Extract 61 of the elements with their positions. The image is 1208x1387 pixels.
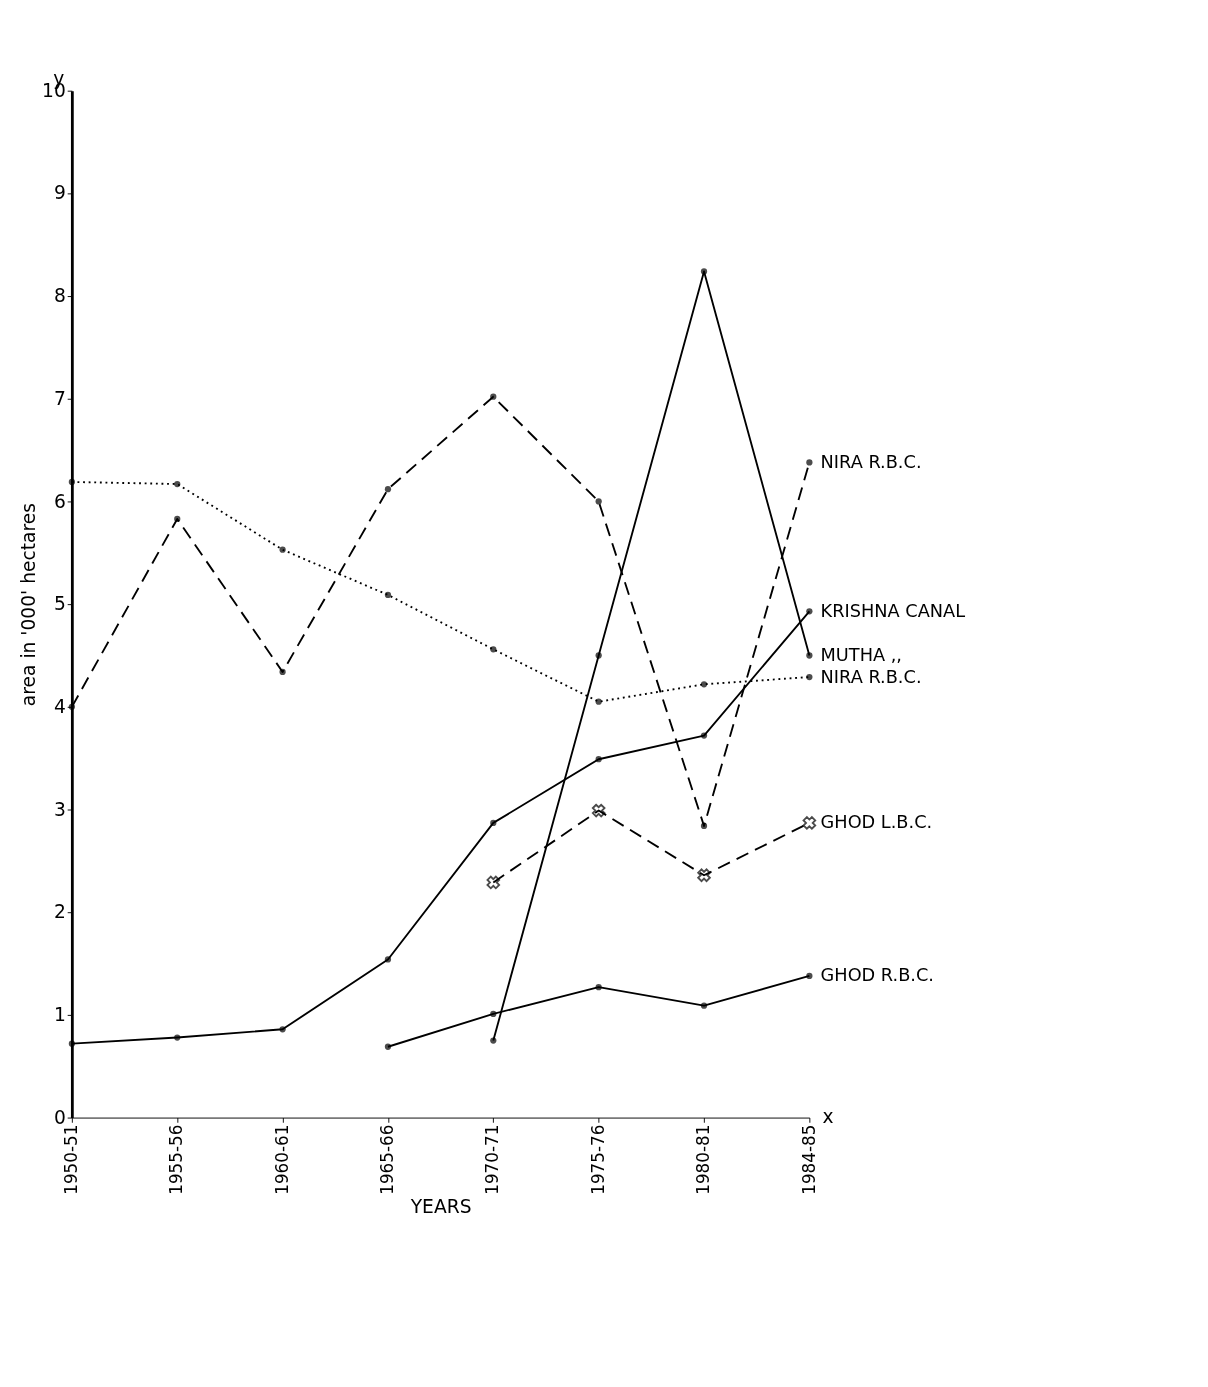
point [700,681,708,688]
point [595,984,602,991]
x-tick-label: 1984-85 [798,1124,819,1195]
point [595,652,602,659]
point [486,875,501,890]
point [700,822,708,830]
point [174,480,181,488]
x-tick-label: 1970-71 [482,1124,503,1195]
point [384,956,392,963]
point [490,393,497,400]
point [591,803,606,818]
y-tick-label: 6 [53,490,66,512]
point [806,673,813,681]
x-tick-label: 1975-76 [587,1124,608,1195]
point [490,1037,497,1044]
point [490,1010,497,1018]
x-tick-label: 1980-81 [693,1124,714,1195]
text: x [822,1106,834,1128]
point [279,546,286,553]
y-tick-label: 8 [53,285,66,307]
point [384,486,392,493]
series-label: KRISHNA CANAL [820,600,966,621]
point [806,972,813,980]
x-tick-label: 1955-56 [166,1124,187,1195]
point [802,816,817,830]
point [700,268,708,275]
series-label: MUTHA ,, [820,645,902,666]
point [279,668,286,676]
y-tick-label: 5 [53,593,66,615]
point [700,1002,708,1009]
y-tick-label: 9 [53,182,66,204]
y-tick-label: 4 [53,695,66,717]
point [595,498,602,505]
point [384,591,392,599]
point [806,652,813,659]
y-tick-label: 1 [53,1003,66,1025]
x-tick-label: 1965-66 [377,1124,398,1195]
point [279,1026,286,1033]
point [174,1034,181,1041]
series-label: NIRA R.B.C. [820,666,922,687]
point [384,1043,392,1050]
point [174,515,181,523]
y-tick-label: 3 [53,798,66,820]
series-label: GHOD R.B.C. [820,965,934,986]
x-tick-label: 1960-61 [271,1124,292,1195]
point [806,608,813,615]
point [68,1040,76,1047]
point [490,646,497,653]
x-axis-title: YEARS [409,1196,472,1218]
point [68,478,76,486]
series-label: GHOD L.B.C. [820,812,933,833]
point [806,459,813,466]
point [697,868,711,883]
y-tick-label: 7 [53,387,66,409]
point [595,756,602,763]
point [595,698,602,705]
point [700,732,708,739]
y-axis-title: area in '000' hectares [17,503,39,707]
y-tick-label: 2 [53,901,66,923]
point [490,819,497,827]
series-label: NIRA R.B.C. [820,452,922,473]
